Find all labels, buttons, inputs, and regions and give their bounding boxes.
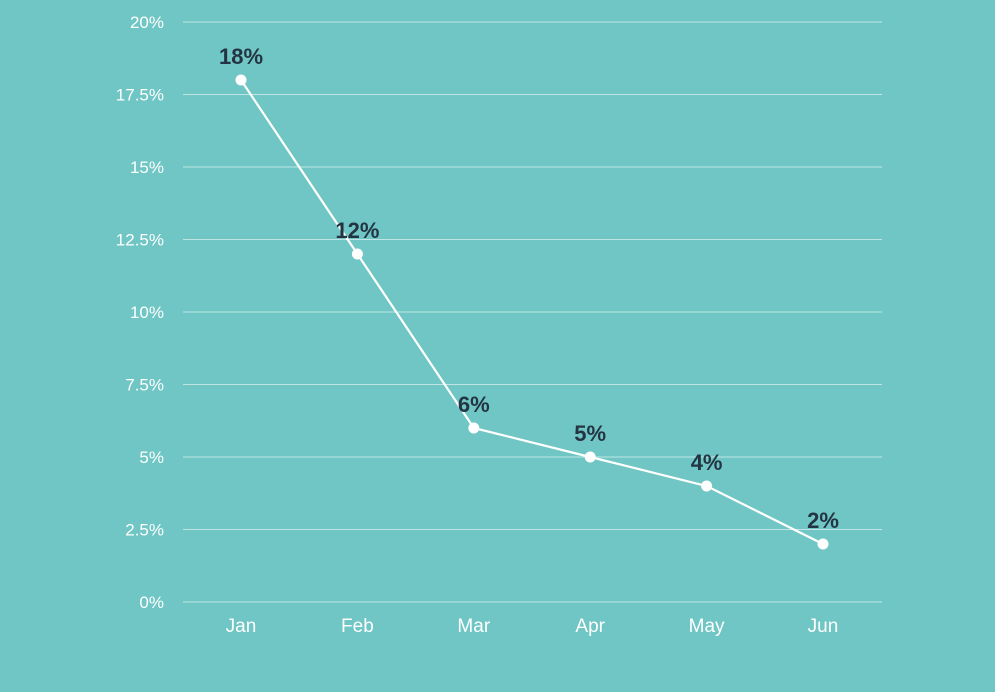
data-labels: 18% 12% 6% 5% 4% 2% (219, 44, 839, 533)
y-tick-label: 2.5% (125, 521, 164, 540)
data-point (235, 74, 247, 86)
y-tick-label: 10% (130, 303, 164, 322)
x-tick-label: Feb (341, 616, 374, 637)
x-tick-label: Jan (226, 616, 257, 637)
x-tick-label: Mar (457, 616, 490, 637)
y-tick-label: 7.5% (125, 376, 164, 395)
series (235, 74, 829, 550)
x-tick-label: Apr (575, 616, 605, 637)
data-label: 12% (335, 218, 379, 243)
data-label: 4% (691, 450, 723, 475)
x-axis-ticks: Jan Feb Mar Apr May Jun (226, 616, 839, 637)
y-tick-label: 12.5% (116, 231, 164, 250)
y-tick-label: 15% (130, 158, 164, 177)
data-label: 5% (574, 421, 606, 446)
y-tick-label: 0% (139, 593, 164, 612)
data-label: 6% (458, 392, 490, 417)
x-tick-label: May (689, 616, 725, 637)
y-tick-label: 17.5% (116, 86, 164, 105)
grid-lines (183, 21, 882, 603)
data-point (701, 480, 713, 492)
y-axis-ticks: 0% 2.5% 5% 7.5% 10% 12.5% 15% 17.5% 20% (116, 13, 164, 612)
data-label: 2% (807, 508, 839, 533)
x-tick-label: Jun (808, 616, 839, 637)
y-tick-label: 5% (139, 448, 164, 467)
data-point (584, 451, 596, 463)
data-point (817, 538, 829, 550)
y-tick-label: 20% (130, 13, 164, 32)
data-point (351, 248, 363, 260)
data-label: 18% (219, 44, 263, 69)
data-point (468, 422, 480, 434)
series-line (240, 79, 824, 545)
